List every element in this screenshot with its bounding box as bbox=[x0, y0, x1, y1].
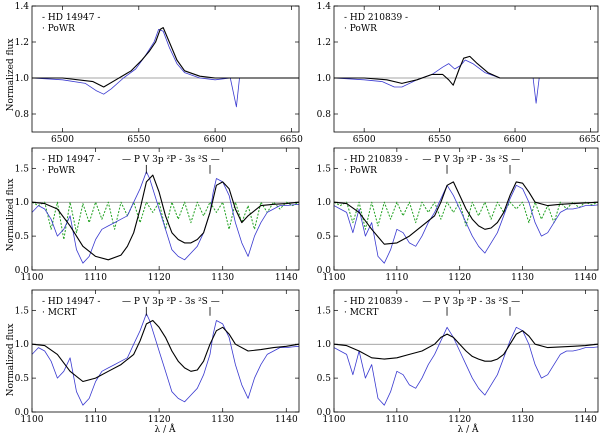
panel-bottom-right: 1100 1110 1120 1130 1140 0.0 0.5 1.0 1.5 - HD 210… bbox=[317, 289, 599, 425]
series-model bbox=[334, 55, 598, 86]
x-tick-label: 1130 bbox=[511, 415, 534, 425]
star-name-label: - HD 14947 - bbox=[42, 297, 100, 307]
xlabel-right: λ / Å bbox=[458, 423, 479, 435]
ylabel-row2: Normalized flux bbox=[6, 179, 16, 252]
y-tick-label: 0.5 bbox=[15, 232, 30, 242]
plot-frame bbox=[31, 289, 300, 413]
x-tick-label: 1110 bbox=[84, 273, 107, 283]
plot-frame bbox=[31, 5, 300, 133]
y-tick-label: 0.0 bbox=[317, 266, 332, 276]
y-tick-label: 0.0 bbox=[15, 266, 30, 276]
series-model bbox=[32, 174, 299, 261]
y-tick-label: 0.5 bbox=[317, 374, 332, 384]
star-name-label: - HD 14947 - bbox=[42, 13, 100, 23]
x-tick-label: 1100 bbox=[21, 415, 44, 425]
y-tick-label: 0.0 bbox=[317, 408, 332, 418]
x-tick-label: 1120 bbox=[448, 415, 471, 425]
series-model bbox=[334, 181, 598, 245]
x-tick-label: 6600 bbox=[504, 135, 527, 145]
line-id-label: — P V 3p ²P - 3s ²S — bbox=[422, 155, 520, 165]
star-name-label: - HD 210839 - bbox=[344, 155, 408, 165]
x-tick-label: 1140 bbox=[275, 273, 298, 283]
line-id-label: — P V 3p ²P - 3s ²S — bbox=[122, 155, 220, 165]
series-observed bbox=[32, 313, 299, 406]
x-tick-label: 1120 bbox=[148, 273, 171, 283]
x-tick-label: 1120 bbox=[148, 415, 171, 425]
panel-mid-right: 1100 1110 1120 1130 1140 0.0 0.5 1.0 1.5 - HD 210… bbox=[317, 147, 599, 283]
series-model bbox=[32, 27, 299, 88]
x-tick-label: 1110 bbox=[385, 415, 408, 425]
series-observed bbox=[32, 171, 299, 264]
y-tick-label: 1.4 bbox=[317, 2, 332, 12]
star-name-label: - HD 14947 - bbox=[42, 155, 100, 165]
x-tick-label: 1130 bbox=[211, 415, 234, 425]
y-tick-label: 0.5 bbox=[317, 232, 332, 242]
series-observed bbox=[32, 29, 299, 108]
y-tick-label: 0.8 bbox=[15, 110, 30, 120]
x-tick-label: 6550 bbox=[428, 135, 451, 145]
model-name-label: · PoWR bbox=[344, 166, 377, 176]
panel-top-right: 6500 6550 6600 6650 0.8 1.0 1.2 1.4 - HD 210839 … bbox=[317, 2, 600, 145]
x-tick-label: 1110 bbox=[385, 273, 408, 283]
y-tick-label: 1.0 bbox=[15, 340, 30, 350]
star-name-label: - HD 210839 - bbox=[344, 297, 408, 307]
x-tick-label: 6500 bbox=[51, 135, 74, 145]
y-tick-label: 1.0 bbox=[15, 74, 30, 84]
series-observed bbox=[334, 59, 598, 104]
y-tick-label: 0.5 bbox=[15, 374, 30, 384]
x-tick-label: 1100 bbox=[21, 273, 44, 283]
x-tick-label: 6650 bbox=[280, 135, 303, 145]
plot-frame bbox=[333, 147, 599, 271]
x-tick-label: 6600 bbox=[204, 135, 227, 145]
x-tick-label: 6500 bbox=[353, 135, 376, 145]
ylabel-row1: Normalized flux bbox=[6, 39, 16, 112]
plot-frame bbox=[333, 5, 599, 133]
y-tick-label: 0.8 bbox=[317, 110, 332, 120]
panel-bottom-left: 1100 1110 1120 1130 1140 0.0 0.5 1.0 1.5 - HD 149… bbox=[15, 289, 300, 425]
model-name-label: · MCRT bbox=[344, 308, 378, 318]
x-tick-label: 1140 bbox=[275, 415, 298, 425]
panel-top-left: 6500 6550 6600 6650 0.8 1.0 1.2 1.4 - HD 14947 -… bbox=[15, 2, 303, 145]
series-model_no_p bbox=[32, 201, 299, 240]
x-tick-label: 1100 bbox=[323, 273, 346, 283]
star-name-label: - HD 210839 - bbox=[344, 13, 408, 23]
series-model bbox=[334, 330, 598, 362]
y-tick-label: 1.2 bbox=[317, 38, 331, 48]
x-tick-label: 1130 bbox=[511, 273, 534, 283]
x-tick-label: 1110 bbox=[84, 415, 107, 425]
x-tick-label: 1140 bbox=[574, 415, 597, 425]
y-tick-label: 0.0 bbox=[15, 408, 30, 418]
y-tick-label: 1.5 bbox=[317, 306, 332, 316]
x-tick-label: 6550 bbox=[127, 135, 150, 145]
y-tick-label: 1.5 bbox=[15, 164, 30, 174]
series-observed bbox=[334, 184, 598, 264]
y-tick-label: 1.2 bbox=[15, 38, 29, 48]
series-model bbox=[32, 319, 299, 383]
x-tick-label: 1120 bbox=[448, 273, 471, 283]
y-tick-label: 1.4 bbox=[15, 2, 30, 12]
y-tick-label: 1.0 bbox=[317, 74, 332, 84]
plot-frame bbox=[31, 147, 300, 271]
ylabel-row3: Normalized flux bbox=[6, 324, 16, 397]
xlabel-left: λ / Å bbox=[155, 423, 176, 435]
model-name-label: · PoWR bbox=[42, 24, 75, 34]
plot-frame bbox=[333, 289, 599, 413]
model-name-label: · PoWR bbox=[42, 166, 75, 176]
model-name-label: · PoWR bbox=[344, 24, 377, 34]
panel-mid-left: 1100 1110 1120 1130 1140 0.0 0.5 1.0 1.5 - HD 149… bbox=[15, 147, 300, 283]
x-tick-label: 1140 bbox=[574, 273, 597, 283]
x-tick-label: 1100 bbox=[323, 415, 346, 425]
y-tick-label: 1.0 bbox=[317, 198, 332, 208]
line-id-label: — P V 3p ²P - 3s ²S — bbox=[422, 297, 520, 307]
model-name-label: · MCRT bbox=[42, 308, 76, 318]
y-tick-label: 1.5 bbox=[15, 306, 30, 316]
y-tick-label: 1.5 bbox=[317, 164, 332, 174]
x-tick-label: 1130 bbox=[211, 273, 234, 283]
y-tick-label: 1.0 bbox=[15, 198, 30, 208]
y-tick-label: 1.0 bbox=[317, 340, 332, 350]
series-observed bbox=[334, 326, 598, 406]
line-id-label: — P V 3p ²P - 3s ²S — bbox=[122, 297, 220, 307]
x-tick-label: 6650 bbox=[579, 135, 600, 145]
